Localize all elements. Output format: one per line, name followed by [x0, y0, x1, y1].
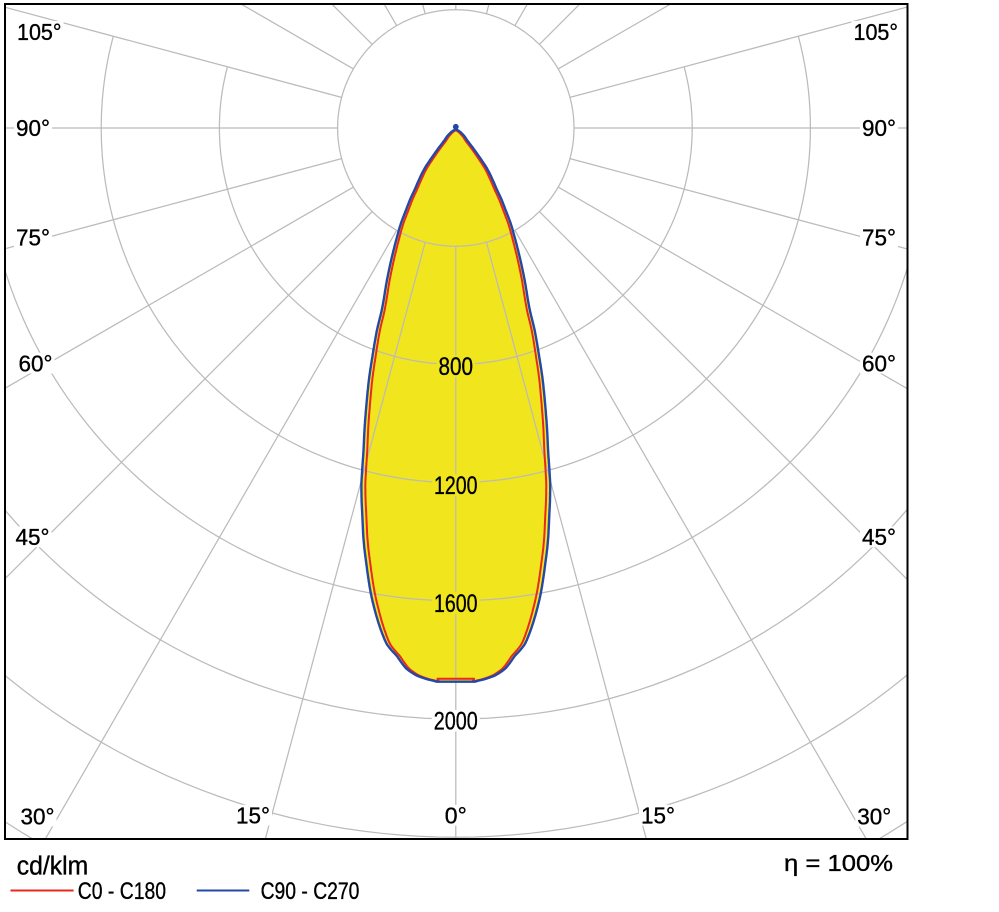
svg-text:800: 800 — [439, 354, 474, 381]
svg-text:45°: 45° — [16, 524, 50, 550]
svg-text:0°: 0° — [445, 803, 467, 829]
svg-text:2000: 2000 — [434, 709, 478, 736]
svg-text:105°: 105° — [17, 19, 62, 45]
svg-text:75°: 75° — [862, 225, 896, 251]
svg-text:60°: 60° — [19, 351, 53, 377]
svg-text:15°: 15° — [236, 803, 270, 829]
svg-text:cd/klm: cd/klm — [17, 853, 89, 881]
svg-text:15°: 15° — [641, 803, 675, 829]
svg-text:105°: 105° — [854, 19, 899, 45]
svg-text:30°: 30° — [857, 804, 891, 830]
svg-text:1200: 1200 — [434, 473, 478, 500]
svg-text:90°: 90° — [16, 115, 50, 141]
svg-text:1600: 1600 — [434, 591, 478, 618]
svg-text:90°: 90° — [862, 115, 896, 141]
svg-text:45°: 45° — [862, 524, 896, 550]
svg-text:60°: 60° — [862, 351, 896, 377]
svg-text:η = 100%: η = 100% — [784, 850, 893, 876]
svg-text:C0 - C180: C0 - C180 — [78, 878, 166, 905]
svg-text:75°: 75° — [16, 225, 50, 251]
svg-text:30°: 30° — [21, 804, 55, 830]
svg-text:C90 - C270: C90 - C270 — [261, 878, 360, 905]
